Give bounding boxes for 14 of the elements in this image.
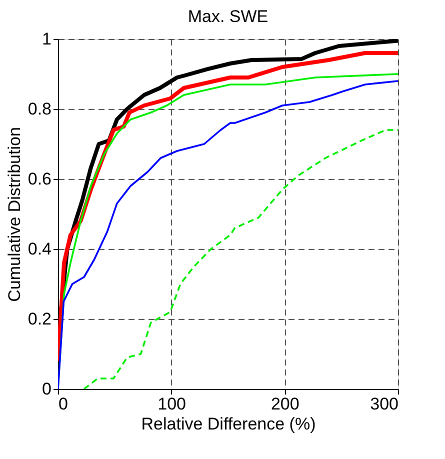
y-tick-label: 1	[42, 30, 52, 48]
y-tick-label: 0.2	[28, 310, 52, 328]
y-tick-label: 0.8	[28, 100, 52, 118]
y-axis-title: Cumulative Distribution	[4, 127, 24, 302]
x-tick-label: 200	[270, 394, 300, 414]
y-tick-label: 0.6	[28, 170, 52, 188]
x-axis-title: Relative Difference (%)	[141, 414, 316, 434]
chart-title: Max. SWE	[188, 7, 268, 26]
line-series	[83, 129, 398, 389]
y-tick-label: 0	[42, 380, 52, 398]
x-tick-label: 0	[58, 394, 68, 414]
x-tick-label: 300	[370, 394, 398, 414]
x-tick-label: 100	[158, 394, 186, 414]
y-tick-label: 0.4	[28, 240, 52, 258]
